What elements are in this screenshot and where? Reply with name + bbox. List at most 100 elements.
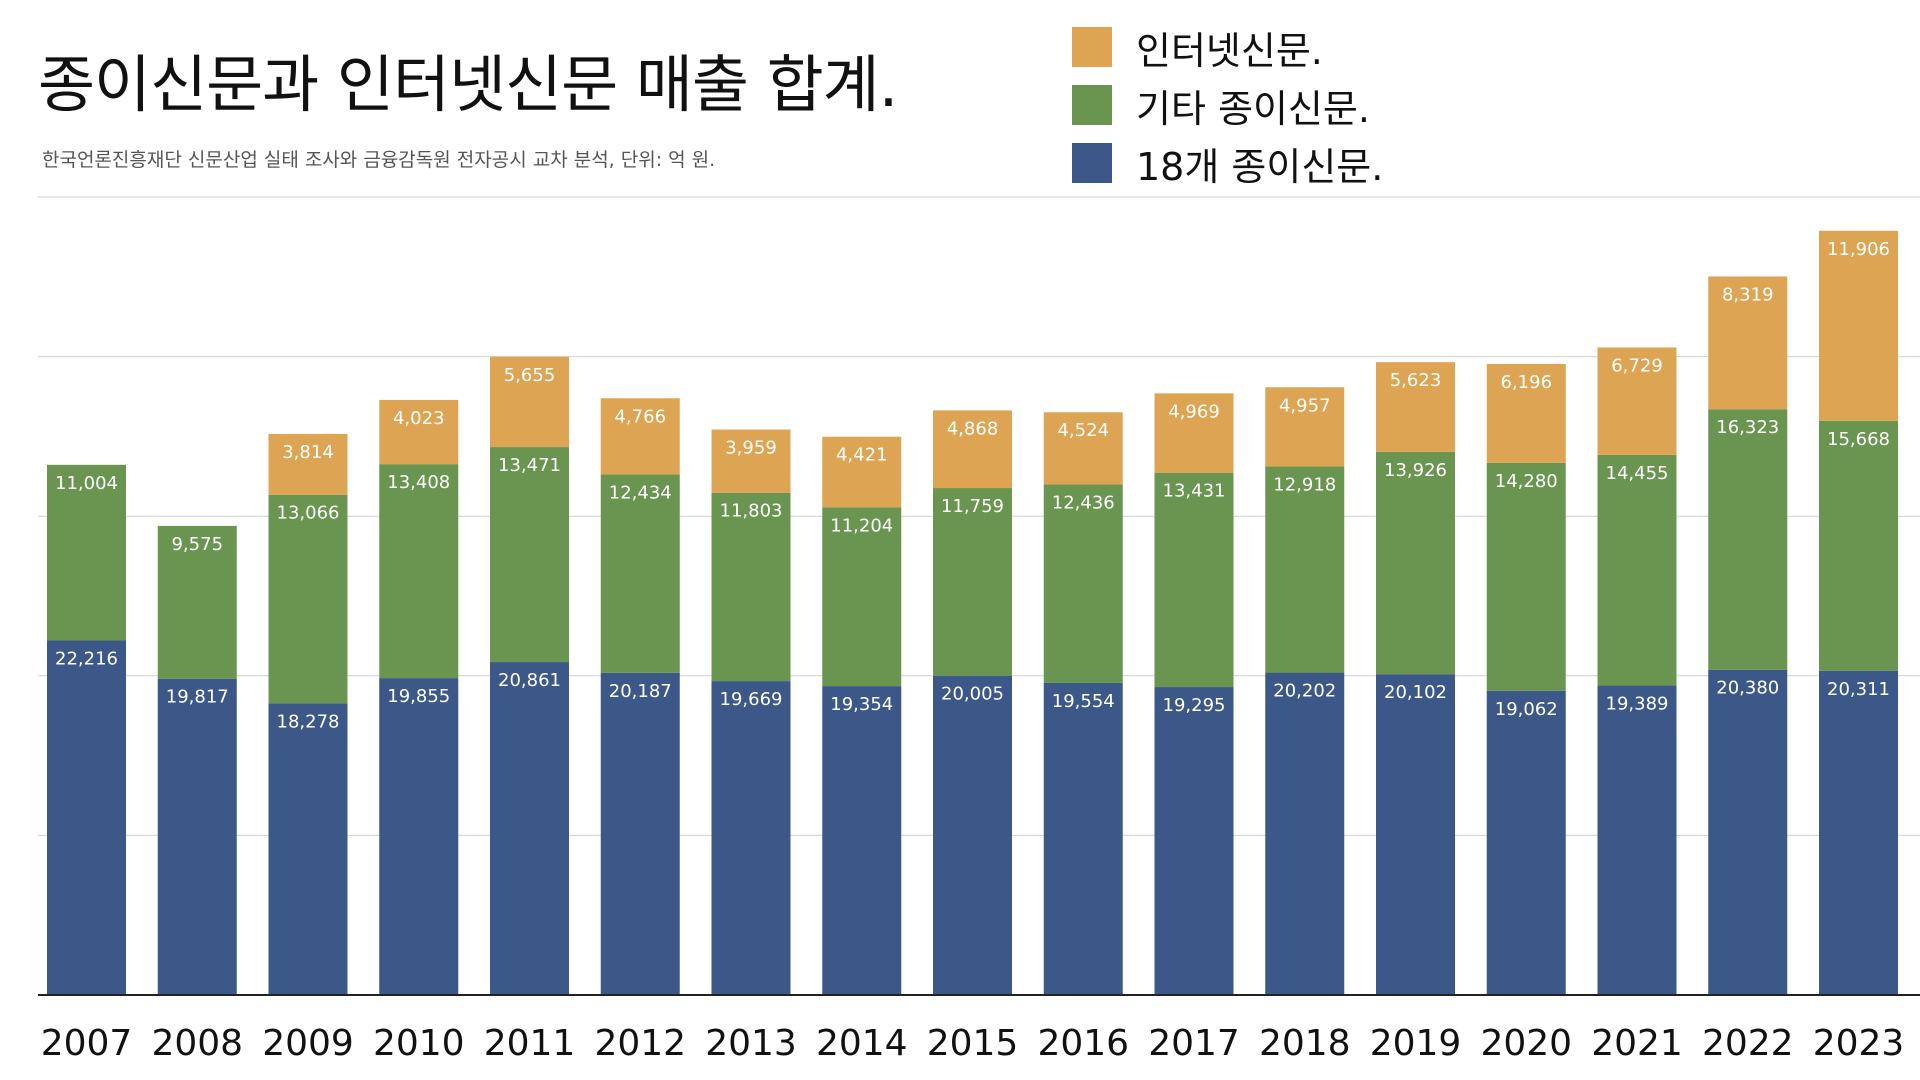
legend-item-internet: 인터넷신문.	[1072, 22, 1383, 73]
x-tick-label: 2008	[151, 1023, 243, 1064]
data-label: 3,814	[282, 442, 334, 463]
x-tick-label: 2012	[594, 1023, 686, 1064]
data-label: 20,202	[1273, 681, 1336, 702]
bar-internet	[268, 433, 348, 495]
bar-other_paper	[379, 464, 459, 679]
bar-paper18	[1376, 674, 1455, 995]
data-label: 11,803	[720, 501, 783, 522]
bar-other_paper	[47, 464, 126, 641]
bar-other_paper	[1154, 472, 1234, 688]
legend: 인터넷신문. 기타 종이신문. 18개 종이신문.	[1072, 22, 1383, 196]
data-label: 16,323	[1716, 417, 1779, 438]
x-tick-label: 2021	[1591, 1023, 1683, 1064]
data-label: 13,066	[277, 503, 340, 524]
bar-other_paper	[1043, 484, 1123, 683]
x-tick-label: 2015	[927, 1023, 1019, 1064]
data-label: 13,926	[1384, 460, 1447, 481]
x-tick-label: 2020	[1480, 1023, 1572, 1064]
bar-other_paper	[1376, 451, 1455, 675]
bar-internet	[1819, 230, 1898, 421]
bar-internet	[822, 436, 902, 508]
data-label: 15,668	[1827, 429, 1890, 450]
data-label: 19,354	[830, 694, 893, 715]
legend-label-other-paper: 기타 종이신문.	[1136, 86, 1370, 131]
data-label: 13,471	[498, 455, 561, 476]
chart-subtitle: 한국언론진흥재단 신문산업 실태 조사와 금융감독원 전자공시 교차 분석, 단…	[42, 149, 716, 171]
legend-label-paper18: 18개 종이신문.	[1136, 144, 1384, 189]
bar-internet	[1486, 363, 1566, 463]
bar-internet	[1265, 387, 1345, 467]
bar-other_paper	[1597, 454, 1677, 686]
data-label: 19,817	[166, 687, 229, 708]
data-label: 4,969	[1168, 401, 1220, 422]
data-label: 3,959	[725, 438, 777, 459]
data-label: 8,319	[1722, 284, 1774, 305]
data-label: 11,759	[941, 496, 1004, 517]
data-label: 20,311	[1827, 679, 1890, 700]
bar-other_paper	[1486, 462, 1566, 691]
bar-internet	[490, 356, 569, 448]
data-label: 19,062	[1495, 699, 1558, 720]
bar-paper18	[933, 675, 1012, 995]
bar-paper18	[1154, 687, 1234, 995]
x-tick-label: 2016	[1037, 1023, 1129, 1064]
data-label: 4,868	[947, 418, 999, 439]
data-label: 13,408	[387, 472, 450, 493]
data-label: 4,766	[614, 406, 666, 427]
data-label: 20,102	[1384, 682, 1447, 703]
x-tick-label: 2018	[1259, 1023, 1351, 1064]
bar-paper18	[822, 686, 902, 995]
data-label: 20,005	[941, 684, 1004, 705]
bar-internet	[1043, 412, 1123, 485]
x-tick-label: 2010	[373, 1023, 465, 1064]
bar-internet	[1376, 362, 1455, 452]
data-label: 19,855	[387, 686, 450, 707]
bar-paper18	[1043, 682, 1123, 995]
x-tick-label: 2011	[484, 1023, 576, 1064]
data-label: 11,204	[830, 515, 893, 536]
bar-paper18	[157, 678, 237, 995]
x-tick-label: 2009	[262, 1023, 354, 1064]
data-label: 6,729	[1611, 355, 1663, 376]
data-label: 19,669	[720, 689, 783, 710]
x-tick-label: 2023	[1813, 1023, 1905, 1064]
bar-other_paper	[490, 447, 569, 663]
data-label: 4,421	[836, 445, 888, 466]
bar-internet	[1597, 347, 1677, 455]
data-label: 20,861	[498, 670, 561, 691]
data-label: 20,187	[609, 681, 672, 702]
data-label: 12,434	[609, 482, 672, 503]
bar-other_paper	[268, 494, 348, 704]
x-tick-label: 2022	[1702, 1023, 1794, 1064]
legend-item-paper18: 18개 종이신문.	[1072, 138, 1384, 189]
legend-swatch-paper18	[1072, 143, 1112, 183]
bar-other_paper	[157, 525, 237, 679]
legend-label-internet: 인터넷신문.	[1136, 28, 1323, 73]
bar-internet	[711, 429, 791, 493]
bar-paper18	[47, 640, 126, 995]
bar-paper18	[1708, 669, 1788, 995]
bar-other_paper	[1265, 466, 1345, 673]
bar-other_paper	[822, 507, 902, 687]
data-label: 4,023	[393, 408, 445, 429]
bar-paper18	[379, 678, 459, 995]
bar-other_paper	[933, 488, 1012, 676]
bar-internet	[933, 410, 1012, 489]
data-label: 12,918	[1273, 474, 1336, 495]
chart-title: 종이신문과 인터넷신문 매출 합계.	[38, 48, 898, 121]
legend-swatch-internet	[1072, 27, 1112, 67]
data-label: 11,004	[55, 473, 118, 494]
x-tick-label: 2017	[1148, 1023, 1240, 1064]
bar-paper18	[490, 662, 569, 995]
data-label: 14,455	[1606, 463, 1669, 484]
data-label: 20,380	[1716, 678, 1779, 699]
legend-item-other-paper: 기타 종이신문.	[1072, 80, 1383, 131]
x-tick-label: 2007	[41, 1023, 133, 1064]
x-tick-label: 2013	[705, 1023, 797, 1064]
data-label: 4,957	[1279, 395, 1331, 416]
data-label: 22,216	[55, 648, 118, 669]
bar-other_paper	[1708, 409, 1788, 670]
x-tick-label: 2014	[816, 1023, 908, 1064]
bar-internet	[1154, 393, 1234, 473]
bar-other_paper	[1819, 420, 1898, 671]
